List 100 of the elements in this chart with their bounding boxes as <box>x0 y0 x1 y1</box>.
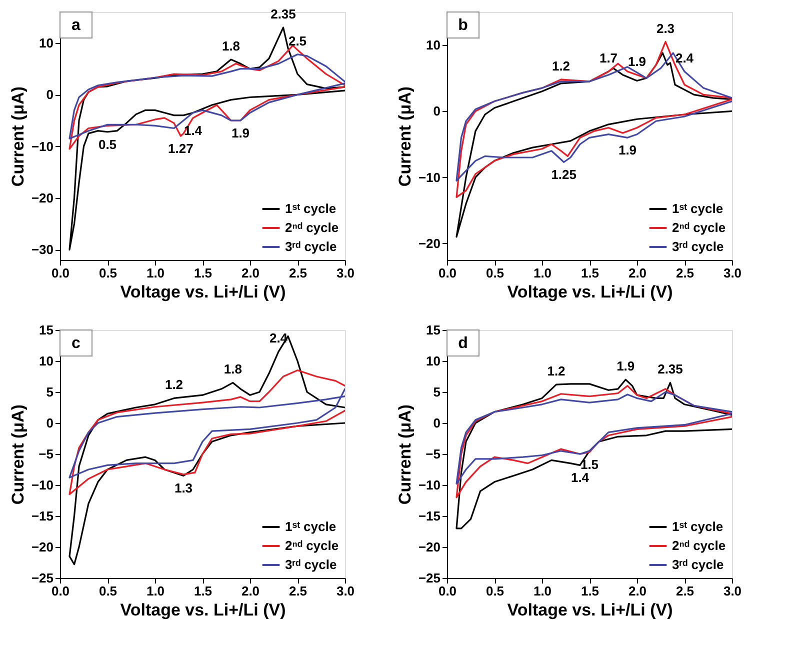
y-tick-label: −20 <box>31 540 54 554</box>
x-tick-label: 1.0 <box>533 584 552 598</box>
y-tick-label: 15 <box>39 322 54 338</box>
legend-label: 3ʳᵈ cycle <box>285 239 337 254</box>
y-tick-label: 5 <box>433 384 440 400</box>
annotation: 2.35 <box>658 362 683 377</box>
y-tick-label: 0 <box>433 416 440 430</box>
legend-label: 3ʳᵈ cycle <box>285 557 337 572</box>
x-tick-label: 2.0 <box>241 584 260 598</box>
x-tick-label: 1.5 <box>580 266 600 280</box>
y-tick-label: −10 <box>418 478 440 492</box>
legend-label: 1ˢᵗ cycle <box>285 201 336 216</box>
x-tick-label: 2.0 <box>628 584 647 598</box>
x-axis-title: Voltage vs. Li+/Li (V) <box>120 282 286 302</box>
y-axis-title: Current (μA) <box>8 404 28 505</box>
x-tick-label: 0.5 <box>98 266 118 280</box>
x-axis-title: Voltage vs. Li+/Li (V) <box>507 282 673 302</box>
x-tick-label: 3.0 <box>723 266 742 280</box>
chart-title: c <box>72 335 81 352</box>
annotation: 1.8 <box>224 362 242 377</box>
legend-label: 2ⁿᵈ cycle <box>672 220 726 235</box>
y-tick-label: 0 <box>46 87 54 102</box>
x-axis-title: Voltage vs. Li+/Li (V) <box>120 600 286 620</box>
line-series <box>456 52 732 238</box>
legend-label: 2ⁿᵈ cycle <box>672 538 726 553</box>
legend-label: 1ˢᵗ cycle <box>285 519 336 534</box>
annotation: 2.3 <box>656 20 675 36</box>
y-tick-label: 10 <box>426 38 440 53</box>
x-tick-label: 2.0 <box>241 266 260 280</box>
y-axis-title: Current (μA) <box>395 86 414 187</box>
annotation: 1.9 <box>616 358 635 374</box>
chart-title: a <box>72 17 81 34</box>
y-tick-label: 10 <box>39 36 54 50</box>
legend-label: 2ⁿᵈ cycle <box>285 538 339 553</box>
legend-label: 1ˢᵗ cycle <box>672 201 724 216</box>
annotation: 1.3 <box>174 480 193 496</box>
y-tick-label: −5 <box>426 446 440 462</box>
x-tick-label: 2.5 <box>288 266 308 280</box>
x-tick-label: 0.0 <box>51 584 70 598</box>
y-tick-label: −10 <box>418 170 440 185</box>
y-tick-label: −20 <box>31 190 54 206</box>
x-tick-label: 1.5 <box>580 584 600 598</box>
annotation: 1.9 <box>231 126 250 140</box>
legend-label: 1ˢᵗ cycle <box>672 519 724 534</box>
x-tick-label: 1.0 <box>533 266 552 280</box>
x-axis-title: Voltage vs. Li+/Li (V) <box>507 600 673 620</box>
annotation: 0.5 <box>98 136 117 152</box>
y-tick-label: −10 <box>31 478 54 492</box>
annotation: 1.4 <box>184 122 203 138</box>
y-tick-label: 0 <box>433 104 440 119</box>
annotation: 2.4 <box>675 50 694 66</box>
x-tick-label: 2.0 <box>628 266 647 280</box>
line-series <box>456 391 732 485</box>
y-tick-label: −15 <box>31 508 54 524</box>
line-series <box>68 388 345 478</box>
y-tick-label: −5 <box>38 446 54 462</box>
annotation: 2.35 <box>270 6 296 22</box>
x-tick-label: 0.0 <box>438 584 457 598</box>
annotation: 1.25 <box>551 167 577 182</box>
annotation: 1.9 <box>628 54 646 69</box>
annotation: 1.2 <box>164 377 184 392</box>
x-tick-label: 3.0 <box>336 266 355 280</box>
y-tick-label: 0 <box>46 416 54 430</box>
x-tick-label: 0.0 <box>51 266 70 280</box>
y-tick-label: 10 <box>426 354 440 368</box>
annotation: 1.9 <box>618 142 637 158</box>
x-tick-label: 3.0 <box>723 584 742 598</box>
line-series <box>456 385 732 498</box>
y-tick-label: −25 <box>31 570 54 586</box>
x-tick-label: 0.5 <box>486 266 504 280</box>
x-tick-label: 2.5 <box>288 584 308 598</box>
legend-label: 3ʳᵈ cycle <box>672 557 724 572</box>
y-axis-title: Current (μA) <box>8 86 28 187</box>
x-tick-label: 0.0 <box>438 266 457 280</box>
annotation: 1.2 <box>552 58 570 74</box>
line-series <box>456 40 732 198</box>
y-tick-label: 15 <box>426 322 440 338</box>
y-tick-label: −25 <box>418 570 440 586</box>
annotation: 1.4 <box>570 470 590 486</box>
legend-label: 2ⁿᵈ cycle <box>285 220 339 235</box>
chart-title: b <box>458 17 468 34</box>
chart-title: d <box>458 335 468 352</box>
legend-label: 3ʳᵈ cycle <box>672 239 724 254</box>
annotation: 1.7 <box>599 50 618 66</box>
y-tick-label: −10 <box>31 138 54 154</box>
annotation: 1.27 <box>168 141 194 156</box>
annotation: 1.5 <box>580 457 599 472</box>
x-tick-label: 3.0 <box>336 584 355 598</box>
line-series <box>68 54 345 140</box>
x-tick-label: 2.5 <box>676 266 694 280</box>
x-tick-label: 1.0 <box>146 266 165 280</box>
annotation: 1.8 <box>222 38 240 54</box>
x-tick-label: 0.5 <box>486 584 504 598</box>
annotation: 2.5 <box>288 33 307 48</box>
y-axis-title: Current (μA) <box>395 404 414 505</box>
x-tick-label: 0.5 <box>98 584 118 598</box>
x-tick-label: 2.5 <box>676 584 694 598</box>
y-tick-label: −30 <box>31 242 54 258</box>
y-tick-label: −15 <box>418 508 440 524</box>
y-tick-label: 5 <box>46 384 54 400</box>
